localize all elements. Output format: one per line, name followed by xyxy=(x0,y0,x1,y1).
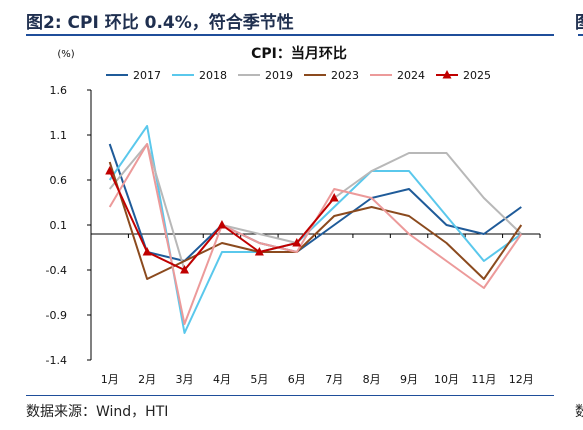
x-tick-label: 8月 xyxy=(363,373,381,386)
y-tick-label: 1.6 xyxy=(50,84,68,97)
y-tick-label: -0.4 xyxy=(46,264,67,277)
legend-item-2018: 2018 xyxy=(172,69,227,82)
series-line-2019 xyxy=(108,143,522,271)
x-tick-label: 1月 xyxy=(101,373,119,386)
legend-label: 2025 xyxy=(463,69,491,82)
y-tick-label: 1.1 xyxy=(50,129,68,142)
legend-label: 2023 xyxy=(331,69,359,82)
source-rule xyxy=(26,395,554,396)
data-point-2025 xyxy=(254,247,264,256)
data-point-2025 xyxy=(142,247,152,256)
legend-marker xyxy=(442,70,452,79)
series-layer xyxy=(105,125,523,334)
y-tick-label: 0.6 xyxy=(50,174,68,187)
series-2023 xyxy=(108,161,523,280)
adjacent-figure-rule xyxy=(578,34,583,36)
x-tick-label: 11月 xyxy=(471,373,496,386)
y-unit-label: (%) xyxy=(57,49,74,60)
x-tick-label: 4月 xyxy=(213,373,231,386)
x-tick-label: 2月 xyxy=(138,373,156,386)
series-line-2023 xyxy=(108,161,523,280)
data-point-2025 xyxy=(105,166,115,175)
series-2019 xyxy=(108,143,522,271)
x-tick-label: 3月 xyxy=(176,373,194,386)
legend-label: 2018 xyxy=(199,69,227,82)
x-tick-label: 9月 xyxy=(400,373,418,386)
series-line-2017 xyxy=(108,143,522,262)
data-point-2025 xyxy=(329,193,339,202)
adjacent-source-fragment: 数 xyxy=(575,404,583,420)
legend-item-2025: 2025 xyxy=(436,69,491,82)
y-tick-label: 0.1 xyxy=(50,219,68,232)
legend-item-2019: 2019 xyxy=(238,69,293,82)
adjacent-figure-title-fragment: 图 xyxy=(575,8,583,33)
legend-item-2023: 2023 xyxy=(304,69,359,82)
figure-title: 图2: CPI 环比 0.4%，符合季节性 xyxy=(26,13,294,33)
series-2025 xyxy=(105,166,339,274)
title-underline xyxy=(26,34,554,36)
legend-label: 2019 xyxy=(265,69,293,82)
axes: 1.6 1.1 0.6 0.1 -0.4 -0.9 -1.4 1月 2月 3月 4月 5月 6月 7月 8月… xyxy=(46,84,541,386)
legend-label: 2017 xyxy=(133,69,161,82)
source-note: 数据来源：Wind，HTI xyxy=(26,404,169,420)
data-point-2025 xyxy=(217,220,227,229)
legend-label: 2024 xyxy=(397,69,425,82)
series-2017 xyxy=(108,143,522,262)
legend-item-2017: 2017 xyxy=(106,69,161,82)
legend-item-2024: 2024 xyxy=(370,69,425,82)
x-tick-label: 6月 xyxy=(288,373,306,386)
x-tick-label: 5月 xyxy=(250,373,268,386)
y-tick-label: -1.4 xyxy=(46,354,67,367)
x-tick-label: 7月 xyxy=(325,373,343,386)
data-point-2025 xyxy=(292,238,302,247)
data-point-2025 xyxy=(180,265,190,274)
legend: 2017 2018 2019 2023 2024 2025 xyxy=(106,69,491,82)
y-tick-label: -0.9 xyxy=(46,309,67,322)
x-tick-label: 12月 xyxy=(509,373,534,386)
chart-title: CPI：当月环比 xyxy=(251,45,347,62)
x-tick-label: 10月 xyxy=(434,373,459,386)
